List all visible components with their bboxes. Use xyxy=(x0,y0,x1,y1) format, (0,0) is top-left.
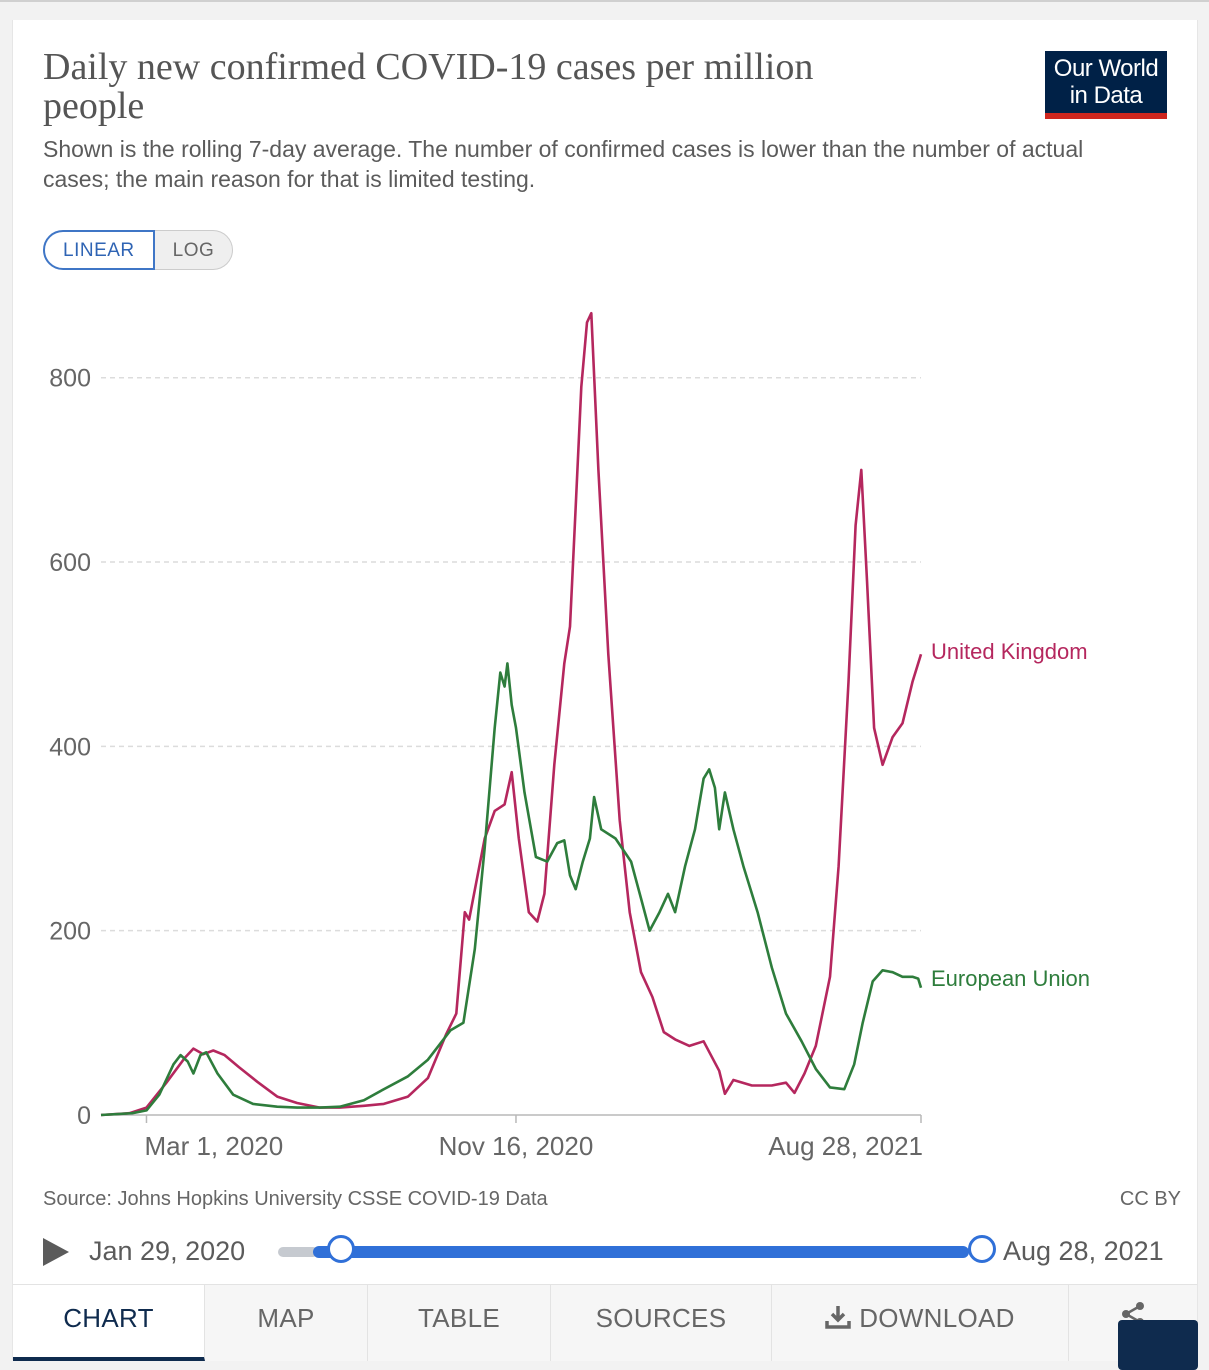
x-tick-label: Nov 16, 2020 xyxy=(439,1131,594,1161)
bottom-tab-bar: CHART MAP TABLE SOURCES DOWNLOAD xyxy=(13,1284,1197,1361)
license-link[interactable]: CC BY xyxy=(1119,1188,1181,1210)
timeline-start-label: Jan 29, 2020 xyxy=(89,1236,246,1266)
timeline-end-handle[interactable] xyxy=(968,1235,996,1263)
log-scale-button[interactable]: LOG xyxy=(154,230,234,270)
series-label: United Kingdom xyxy=(931,639,1088,664)
timeline-selected-range[interactable] xyxy=(313,1246,969,1258)
chart-title: Daily new confirmed COVID-19 cases per m… xyxy=(43,46,814,127)
corner-widget[interactable] xyxy=(1118,1320,1198,1370)
tab-download[interactable]: DOWNLOAD xyxy=(772,1285,1069,1361)
owid-logo[interactable]: Our World in Data xyxy=(1045,51,1167,119)
download-icon xyxy=(825,1306,851,1329)
x-tick-label: Aug 28, 2021 xyxy=(768,1131,923,1161)
y-tick-label: 400 xyxy=(49,733,91,761)
tab-chart[interactable]: CHART xyxy=(13,1285,205,1361)
line-chart: 0 200 400 600 800 Mar 1, 2020 Nov 16, 2020 Aug … xyxy=(49,311,1090,1161)
page-top-border xyxy=(0,0,1209,2)
source-note[interactable]: Source: Johns Hopkins University CSSE CO… xyxy=(43,1188,548,1210)
logo-line-1: Our World xyxy=(1053,55,1159,82)
x-tick-label: Mar 1, 2020 xyxy=(144,1131,283,1161)
tab-table[interactable]: TABLE xyxy=(368,1285,551,1361)
timeline: Jan 29, 2020 Aug 28, 2021 xyxy=(43,1230,1183,1274)
chart-card: Daily new confirmed COVID-19 cases per m… xyxy=(12,20,1198,1361)
tab-map[interactable]: MAP xyxy=(205,1285,368,1361)
y-tick-label: 600 xyxy=(49,549,91,577)
y-tick-label: 200 xyxy=(49,918,91,946)
series-label: European Union xyxy=(931,966,1090,991)
y-tick-label: 800 xyxy=(49,365,91,393)
tab-download-label: DOWNLOAD xyxy=(859,1303,1015,1333)
play-icon[interactable] xyxy=(43,1238,69,1266)
tab-sources[interactable]: SOURCES xyxy=(551,1285,772,1361)
timeline-track[interactable] xyxy=(278,1247,318,1257)
timeline-end-label: Aug 28, 2021 xyxy=(1003,1236,1164,1266)
timeline-start-handle[interactable] xyxy=(327,1235,356,1263)
y-tick-label: 0 xyxy=(77,1102,91,1130)
linear-scale-button[interactable]: LINEAR xyxy=(43,230,155,270)
scale-toggle: LINEAR LOG xyxy=(43,230,234,270)
series-line-european-union xyxy=(100,662,923,1117)
chart-subtitle: Shown is the rolling 7-day average. The … xyxy=(43,136,1084,192)
series-line-united-kingdom xyxy=(100,311,923,1117)
logo-line-2: in Data xyxy=(1069,82,1143,109)
